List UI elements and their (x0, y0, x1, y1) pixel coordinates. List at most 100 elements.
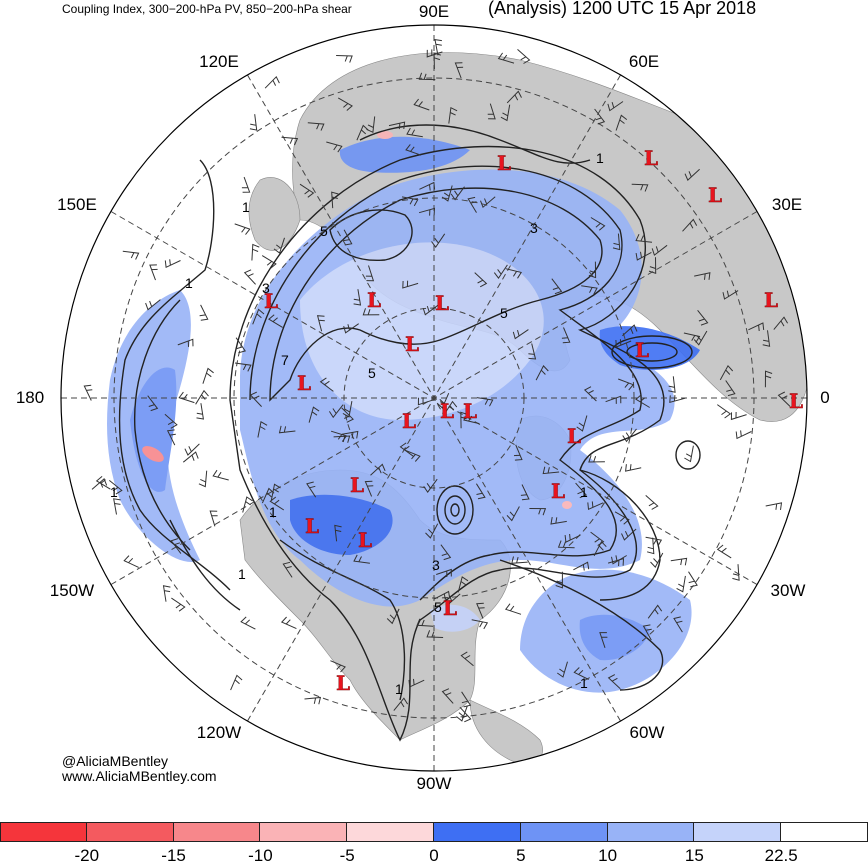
low-marker: L (443, 596, 457, 620)
meridian-label-30e: 30E (772, 195, 802, 214)
wind-barb (281, 136, 299, 146)
meridian-label-120w: 120W (197, 723, 241, 742)
wind-barb (646, 537, 655, 555)
contour-layer (118, 124, 701, 742)
wind-barb (326, 141, 343, 153)
wind-barb (719, 364, 734, 381)
wind-barb (717, 404, 732, 419)
wind-barb (212, 469, 229, 481)
wind-barb (764, 370, 773, 388)
wind-barb (261, 255, 277, 269)
wind-barb (202, 367, 214, 384)
contour-label: 1 (395, 681, 403, 697)
wind-barb (441, 688, 454, 704)
meridian-label-180: 180 (16, 388, 44, 407)
wind-barb (693, 330, 708, 346)
wind-barb (330, 660, 346, 673)
meridian-label-120e: 120E (199, 52, 239, 71)
wind-barb (542, 466, 560, 475)
wind-barb (476, 397, 494, 407)
wind-barb (195, 389, 209, 405)
low-marker: L (358, 528, 372, 552)
wind-barb (635, 233, 653, 243)
wind-barb (234, 362, 252, 372)
wind-barb (573, 667, 589, 680)
wind-barb (535, 365, 549, 381)
wind-barb (730, 411, 747, 421)
wind-barb (668, 376, 676, 393)
wind-barb (605, 395, 622, 404)
wind-barb (725, 380, 736, 397)
wind-barb (748, 322, 765, 332)
wind-barb (230, 674, 243, 691)
wind-barb (353, 289, 362, 306)
wind-barb (575, 482, 588, 499)
wind-barb (765, 502, 783, 510)
wind-barb (463, 413, 480, 425)
wind-barb (353, 554, 370, 564)
wind-barb (199, 304, 209, 321)
colorbar-tick-label: -20 (74, 846, 100, 865)
wind-barb (261, 487, 275, 504)
wind-barb (583, 386, 597, 402)
wind-barb (269, 496, 285, 511)
wind-barb (460, 651, 474, 667)
wind-barb (732, 564, 740, 581)
wind-barb (454, 62, 464, 79)
wind-barb (551, 278, 563, 295)
wind-barb (164, 259, 181, 269)
pv-contour-pacific-2 (133, 299, 191, 551)
wind-barb (170, 538, 182, 554)
shading-siberia (339, 136, 470, 173)
credit-handle: @AliciaMBentley (62, 753, 169, 769)
wind-barb (408, 678, 425, 688)
wind-barb (512, 329, 529, 340)
shading-pacific-core (130, 367, 177, 492)
wind-barb (607, 101, 624, 112)
wind-barb (366, 116, 376, 134)
wind-barb (590, 531, 605, 547)
wind-barb (386, 608, 400, 625)
wind-barb (436, 393, 450, 409)
wind-barb (406, 127, 423, 138)
wind-barb (550, 517, 567, 525)
wind-barb (684, 445, 694, 463)
wind-barb (308, 406, 320, 423)
wind-barb (487, 103, 496, 120)
wind-barb (650, 552, 664, 568)
wind-barb (683, 332, 701, 343)
contour-label-layer: 1 1 1 1 1 1 1 1 1 3 3 3 5 5 5 5 7 (110, 150, 604, 697)
colorbar-tick-label: 5 (516, 846, 526, 865)
wind-barb (564, 533, 581, 543)
wind-barb (590, 217, 606, 231)
wind-barb-layer (83, 39, 791, 723)
map-content: 1 1 1 1 1 1 1 1 1 3 3 3 5 5 5 5 7 L L L … (61, 25, 807, 771)
wind-barb (773, 316, 789, 330)
meridian-label-90e: 90E (419, 2, 449, 21)
wind-barb (337, 97, 353, 111)
shading-negative-1 (142, 446, 164, 462)
wind-barb (264, 75, 280, 89)
wind-barb (673, 616, 683, 633)
colorbar-tick-label: -10 (248, 846, 273, 865)
contour-label: 1 (269, 504, 277, 520)
wind-barb (434, 590, 451, 600)
wind-barb (243, 269, 256, 285)
colorbar-segment (607, 822, 695, 842)
pv-contour-2 (249, 165, 642, 601)
wind-barb (282, 561, 293, 578)
wind-barb (328, 404, 344, 419)
wind-barb (443, 400, 458, 416)
wind-barb (336, 55, 353, 63)
wind-barb (461, 691, 472, 708)
wind-barb (123, 555, 139, 568)
wind-barb (362, 308, 380, 316)
wind-barb (149, 264, 158, 281)
wind-barb (251, 243, 260, 261)
wind-barb (513, 444, 523, 461)
pv-contour-north-pacific (169, 519, 241, 611)
colorbar-segment (86, 822, 174, 842)
meridian-line-150e-30w (110, 211, 758, 585)
wind-barb (341, 430, 359, 439)
wind-barb (433, 52, 441, 70)
